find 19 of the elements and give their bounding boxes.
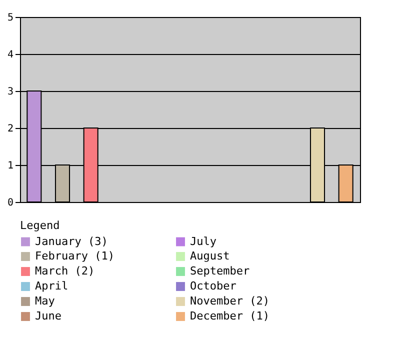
y-tick-label: 3 — [7, 86, 14, 98]
y-tick-label: 2 — [7, 124, 14, 134]
y-tick-label: 4 — [7, 50, 14, 60]
y-tick-label: 1 — [7, 160, 14, 172]
legend-label: February (1) — [35, 250, 114, 262]
legend-title: Legend — [20, 219, 60, 232]
legend-label: May — [35, 294, 56, 308]
legend-label: January (3) — [35, 234, 108, 248]
legend-label: April — [35, 280, 68, 292]
legend-label: November (2) — [190, 294, 270, 308]
y-tick-label: 5 — [7, 12, 14, 24]
legend-label: August — [190, 250, 230, 262]
legend-label: March (2) — [35, 264, 95, 278]
legend-label: December (1) — [190, 310, 270, 322]
legend-label: October — [190, 280, 237, 292]
y-tick-label: 0 — [7, 198, 14, 208]
legend-label: September — [190, 264, 250, 278]
legend-label: July — [190, 234, 217, 248]
legend-label: June — [35, 310, 62, 322]
